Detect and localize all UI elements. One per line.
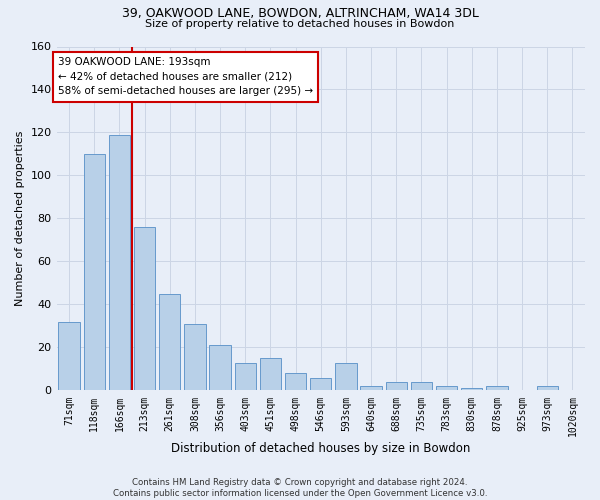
Y-axis label: Number of detached properties: Number of detached properties: [15, 131, 25, 306]
Bar: [83, 154, 105, 390]
Bar: [361, 386, 382, 390]
Text: Size of property relative to detached houses in Bowdon: Size of property relative to detached ho…: [145, 19, 455, 29]
Bar: [386, 382, 407, 390]
Bar: [335, 362, 356, 390]
Bar: [536, 386, 558, 390]
Bar: [58, 322, 80, 390]
Bar: [109, 134, 130, 390]
Bar: [285, 374, 307, 390]
Bar: [310, 378, 331, 390]
Bar: [184, 324, 206, 390]
Bar: [411, 382, 432, 390]
Bar: [235, 362, 256, 390]
Bar: [209, 346, 231, 391]
Text: 39, OAKWOOD LANE, BOWDON, ALTRINCHAM, WA14 3DL: 39, OAKWOOD LANE, BOWDON, ALTRINCHAM, WA…: [122, 8, 478, 20]
Bar: [461, 388, 482, 390]
Bar: [134, 227, 155, 390]
Bar: [486, 386, 508, 390]
Text: Contains HM Land Registry data © Crown copyright and database right 2024.
Contai: Contains HM Land Registry data © Crown c…: [113, 478, 487, 498]
Bar: [159, 294, 181, 390]
Text: 39 OAKWOOD LANE: 193sqm
← 42% of detached houses are smaller (212)
58% of semi-d: 39 OAKWOOD LANE: 193sqm ← 42% of detache…: [58, 57, 313, 96]
Bar: [436, 386, 457, 390]
X-axis label: Distribution of detached houses by size in Bowdon: Distribution of detached houses by size …: [171, 442, 470, 455]
Bar: [260, 358, 281, 390]
